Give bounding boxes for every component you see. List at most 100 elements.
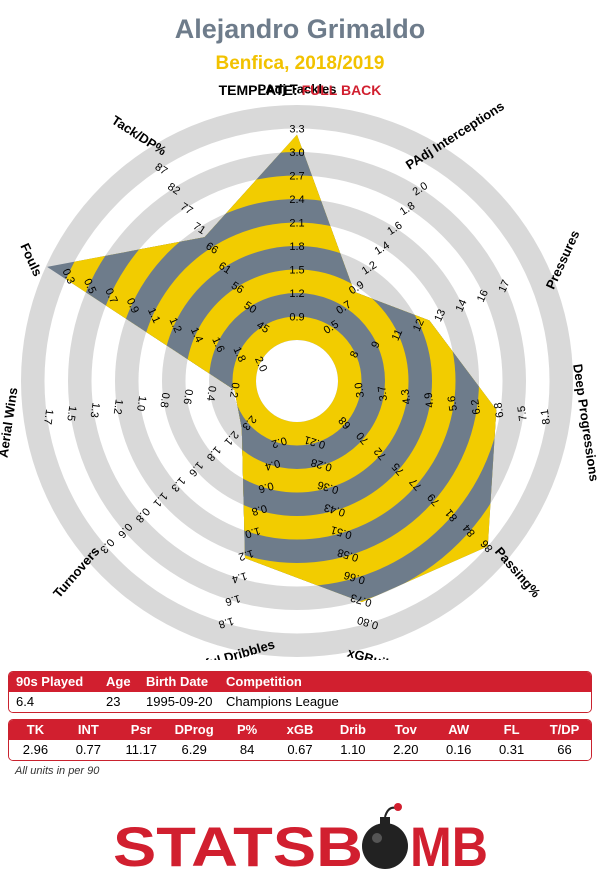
- tick-label: 7.5: [516, 405, 530, 422]
- tick-label: 0.51: [329, 523, 353, 541]
- stats-value-int: 0.77: [75, 742, 102, 757]
- tick-label: 11: [390, 327, 406, 342]
- tick-label: 8: [348, 349, 361, 360]
- tick-label: 5.6: [446, 395, 460, 412]
- tick-label: 50: [242, 299, 259, 316]
- tick-label: 0.5: [81, 277, 98, 296]
- stats-header-drib: Drib: [339, 722, 366, 737]
- tick-label: 14: [454, 298, 470, 314]
- info-header-age: Age: [106, 674, 131, 689]
- tick-label: 66: [203, 240, 220, 257]
- info-value-competition: Champions League: [226, 694, 339, 709]
- bomb-icon: [362, 803, 408, 869]
- stats-value-tk: 2.96: [22, 742, 49, 757]
- tick-label: 71: [191, 220, 208, 237]
- tick-label: 4.9: [423, 392, 437, 409]
- tick-label: 0.73: [349, 591, 373, 609]
- info-table: 90s Played Age Birth Date Competition 6.…: [8, 671, 592, 713]
- tick-label: 0.28: [310, 456, 334, 474]
- tick-label: 82: [165, 181, 182, 198]
- logo-text-left: STATSB: [113, 815, 363, 878]
- tick-label: 1.2: [166, 316, 183, 335]
- tick-label: 0.2: [227, 382, 241, 399]
- stats-header-tk: TK: [26, 722, 45, 737]
- template-value: FULL BACK: [301, 82, 382, 98]
- tick-label: 3.0: [353, 382, 367, 399]
- stats-value-tdp: 66: [557, 742, 572, 757]
- info-value-age: 23: [106, 694, 121, 709]
- tick-label: 0.9: [124, 296, 141, 315]
- tick-label: 6.2: [469, 398, 483, 415]
- axis-label: Fouls: [17, 241, 45, 279]
- stats-value-aw: 0.16: [446, 742, 472, 757]
- tick-label: 1.0: [134, 395, 148, 412]
- tick-label: 1.8: [217, 614, 235, 630]
- stats-header-tov: Tov: [394, 722, 417, 737]
- tick-label: 0.9: [289, 312, 304, 324]
- template-label: TEMPLATE:: [218, 82, 298, 98]
- tick-label: 3.0: [289, 147, 304, 159]
- tick-label: 17: [496, 278, 512, 294]
- info-header-competition: Competition: [226, 674, 302, 689]
- stats-table-row: 2.96 0.77 11.17 6.29 84 0.67 1.10 2.20 0…: [9, 740, 591, 760]
- template-line: TEMPLATE: FULL BACK: [0, 82, 600, 98]
- stats-value-pass-pct: 84: [239, 742, 255, 757]
- tick-label: 77: [178, 201, 195, 218]
- tick-label: 1.7: [41, 408, 55, 425]
- stats-header-pass-pct: P%: [236, 722, 258, 737]
- stats-header-xgb: xGB: [286, 722, 314, 737]
- stats-value-drib: 1.10: [340, 742, 366, 757]
- stats-value-psr: 11.17: [125, 742, 158, 757]
- info-table-row: 6.4 23 1995-09-20 Champions League: [9, 692, 591, 712]
- tick-label: 3.7: [376, 385, 390, 402]
- tick-label: 87: [153, 161, 170, 178]
- statsbomb-logo: STATSB MB: [113, 803, 488, 878]
- axis-label: Pressures: [543, 228, 583, 291]
- stats-header-dprog: DProg: [174, 722, 214, 737]
- tick-label: 1.6: [209, 335, 226, 354]
- tick-label: 56: [229, 280, 246, 297]
- tick-label: 1.8: [231, 345, 248, 364]
- tick-label: 2.1: [289, 218, 304, 230]
- stats-header-psr: Psr: [130, 722, 152, 737]
- axis-label: Aerial Wins: [0, 387, 20, 459]
- tick-label: 0.66: [343, 568, 367, 586]
- team-season: Benfica, 2018/2019: [215, 53, 385, 74]
- tick-label: 0.58: [336, 546, 360, 564]
- tick-label: 1.3: [88, 402, 102, 419]
- tick-label: 12: [411, 317, 427, 333]
- tick-label: 0.4: [204, 385, 218, 402]
- tick-label: 16: [475, 288, 491, 304]
- tick-label: 2.4: [289, 194, 304, 206]
- axis-label: xGBuildup: [346, 645, 413, 660]
- tick-label: 0.80: [356, 614, 380, 632]
- tick-label: 1.5: [289, 265, 304, 277]
- tick-label: 0.36: [316, 478, 340, 496]
- tick-label: 0.6: [181, 388, 195, 405]
- info-header-90s: 90s Played: [16, 674, 84, 689]
- axis-label: PAdj Tackles: [258, 82, 337, 97]
- tick-label: 9: [369, 340, 382, 351]
- units-footnote: All units in per 90: [15, 765, 100, 777]
- tick-label: 3.3: [289, 124, 304, 136]
- tick-label: 0.3: [60, 267, 77, 286]
- tick-label: 61: [216, 260, 233, 277]
- info-header-birth-date: Birth Date: [146, 674, 209, 689]
- tick-label: 13: [432, 308, 448, 324]
- player-name: Alejandro Grimaldo: [174, 14, 426, 44]
- tick-label: 2.0: [252, 355, 269, 374]
- tick-label: 0.2: [270, 434, 288, 450]
- tick-label: 1.2: [289, 288, 304, 300]
- info-value-90s: 6.4: [16, 694, 35, 709]
- tick-label: 1.4: [230, 569, 248, 585]
- stats-table-header: TK INT Psr DProg P% xGB Drib Tov AW FL T…: [9, 720, 591, 740]
- tick-label: 0.4: [263, 457, 281, 473]
- stats-value-tov: 2.20: [393, 742, 419, 757]
- tick-label: 8.1: [539, 408, 553, 425]
- tick-label: 0.7: [102, 287, 119, 306]
- axis-label: Tack/DP%: [109, 112, 170, 158]
- stats-header-fl: FL: [503, 722, 520, 737]
- tick-label: 1.0: [244, 524, 262, 540]
- tick-label: 4.3: [399, 388, 413, 405]
- tick-label: 1.5: [64, 405, 78, 422]
